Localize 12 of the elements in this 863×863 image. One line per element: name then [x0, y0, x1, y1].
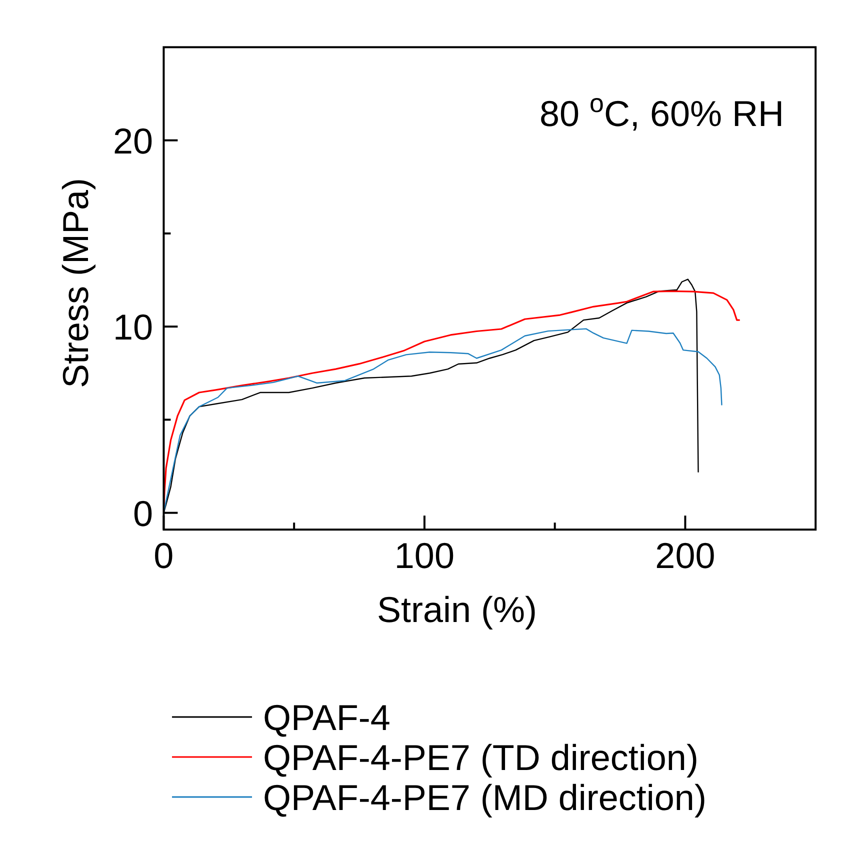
- y-tick-label: 20: [112, 120, 153, 162]
- legend-label: QPAF-4-PE7 (TD direction): [263, 736, 698, 778]
- legend-label: QPAF-4: [263, 696, 390, 738]
- y-tick-label: 10: [112, 306, 153, 348]
- y-tick-label: 0: [132, 492, 153, 534]
- y-axis-title: Stress (MPa): [55, 178, 96, 388]
- x-axis-title: Strain (%): [376, 589, 538, 630]
- x-tick-label: 200: [655, 535, 716, 576]
- annotation: 80 $^{o}$C, 60% RH: [539, 90, 784, 134]
- legend-label: QPAF-4-PE7 (MD direction): [263, 776, 706, 818]
- line-series: [164, 328, 722, 514]
- x-tick-label: 100: [394, 535, 454, 576]
